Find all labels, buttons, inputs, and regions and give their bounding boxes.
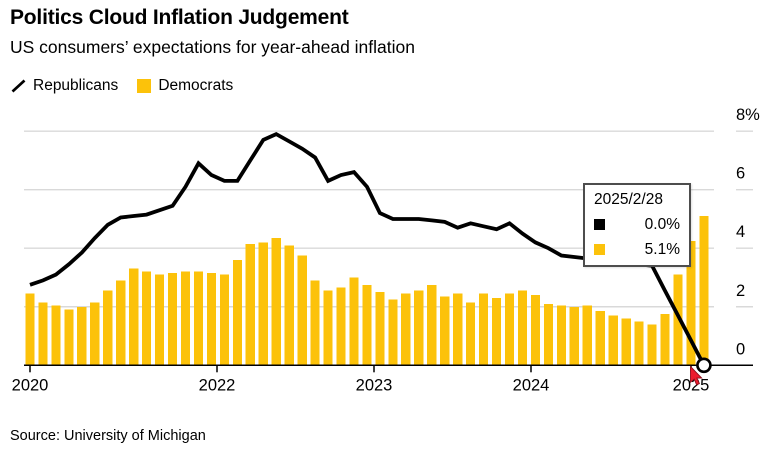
tooltip-row-democrats: 5.1%	[594, 237, 680, 262]
bar-democrats[interactable]	[647, 324, 657, 366]
y-axis-label: 8%	[736, 106, 760, 124]
bar-democrats[interactable]	[129, 268, 139, 366]
bar-democrats[interactable]	[284, 245, 294, 366]
bar-democrats[interactable]	[323, 290, 333, 366]
bar-democrats[interactable]	[388, 299, 398, 366]
y-axis-label: 2	[736, 282, 745, 300]
bar-democrats[interactable]	[25, 293, 35, 366]
bar-democrats[interactable]	[608, 315, 618, 366]
bar-democrats[interactable]	[232, 259, 242, 366]
bar-democrats[interactable]	[595, 311, 605, 366]
bar-democrats[interactable]	[142, 271, 152, 366]
bar-democrats[interactable]	[193, 271, 204, 366]
mouse-cursor-icon	[690, 365, 703, 386]
bar-democrats[interactable]	[310, 280, 320, 366]
bar-democrats[interactable]	[271, 237, 281, 366]
y-axis-label: 4	[736, 223, 745, 241]
bar-democrats[interactable]	[673, 274, 683, 366]
bar-democrats[interactable]	[530, 295, 541, 366]
line-end-marker[interactable]	[696, 357, 712, 374]
y-axis-label: 6	[736, 165, 745, 183]
y-axis-label: 0	[736, 340, 745, 358]
bar-democrats[interactable]	[116, 280, 126, 366]
bar-democrats[interactable]	[258, 242, 268, 366]
page-subtitle: US consumers’ expectations for year-ahea…	[10, 37, 415, 57]
bar-democrats[interactable]	[375, 292, 385, 366]
bar-democrats[interactable]	[543, 303, 553, 366]
bar-democrats[interactable]	[660, 314, 670, 366]
bar-democrats[interactable]	[349, 277, 359, 366]
source-note: Source: University of Michigan	[10, 428, 206, 444]
x-axis-label: 2022	[199, 376, 236, 394]
legend-item-democrats[interactable]: Democrats	[137, 77, 233, 95]
x-axis-label: 2023	[356, 376, 393, 394]
bar-democrats[interactable]	[90, 302, 100, 366]
tooltip-value-republicans: 0.0%	[644, 215, 680, 233]
bar-democrats[interactable]	[180, 271, 191, 366]
bar-democrats[interactable]	[634, 321, 644, 366]
bar-democrats[interactable]	[491, 297, 502, 366]
bar-democrats[interactable]	[219, 274, 229, 366]
tooltip: 2025/2/28 0.0% 5.1%	[583, 183, 691, 267]
bar-democrats[interactable]	[155, 274, 165, 366]
bar-democrats[interactable]	[167, 273, 178, 366]
bar-democrats[interactable]	[297, 255, 307, 366]
bar-democrats[interactable]	[569, 306, 579, 366]
bar-democrats[interactable]	[479, 293, 489, 366]
tooltip-row-republicans: 0.0%	[594, 212, 680, 237]
x-axis-label: 2020	[12, 376, 49, 394]
x-axis-label: 2024	[513, 376, 550, 394]
bar-democrats[interactable]	[582, 305, 592, 366]
line-marker-icon	[11, 79, 26, 93]
bar-democrats[interactable]	[440, 296, 450, 366]
bar-democrats[interactable]	[504, 293, 515, 366]
bar-democrats[interactable]	[401, 293, 411, 366]
page-title: Politics Cloud Inflation Judgement	[10, 6, 349, 29]
republicans-swatch-icon	[594, 219, 605, 230]
bar-democrats[interactable]	[427, 284, 437, 366]
bar-democrats[interactable]	[621, 318, 631, 366]
bar-democrats[interactable]	[466, 302, 476, 366]
bar-democrats[interactable]	[453, 293, 463, 366]
bar-democrats[interactable]	[206, 273, 217, 366]
x-axis-label: 2025	[673, 376, 710, 394]
legend-item-republicans[interactable]: Republicans	[11, 77, 118, 95]
bar-democrats[interactable]	[336, 287, 346, 366]
square-marker-icon	[137, 79, 152, 93]
bar-democrats[interactable]	[51, 305, 61, 366]
bar-democrats[interactable]	[556, 305, 566, 366]
tooltip-date: 2025/2/28	[594, 191, 663, 208]
bar-democrats[interactable]	[103, 290, 113, 366]
legend: Republicans Democrats	[11, 77, 252, 95]
tooltip-value-democrats: 5.1%	[644, 240, 680, 258]
bar-democrats[interactable]	[77, 306, 87, 366]
bar-democrats[interactable]	[38, 302, 48, 366]
bar-democrats[interactable]	[699, 216, 709, 366]
democrats-swatch-icon	[594, 244, 605, 255]
legend-label-democrats: Democrats	[158, 77, 234, 94]
legend-label-republicans: Republicans	[33, 77, 119, 94]
bar-democrats[interactable]	[517, 290, 528, 366]
bar-democrats[interactable]	[245, 243, 255, 366]
bar-democrats[interactable]	[686, 240, 696, 366]
bar-democrats[interactable]	[362, 284, 372, 366]
bar-democrats[interactable]	[414, 290, 424, 366]
bar-democrats[interactable]	[64, 309, 74, 366]
